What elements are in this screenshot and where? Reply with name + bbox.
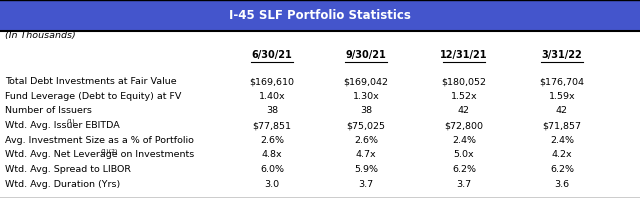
Text: $72,800: $72,800 <box>445 121 483 130</box>
Text: Fund Leverage (Debt to Equity) at FV: Fund Leverage (Debt to Equity) at FV <box>5 92 182 101</box>
Text: $71,857: $71,857 <box>543 121 581 130</box>
Text: 42: 42 <box>556 106 568 115</box>
Text: 42: 42 <box>458 106 470 115</box>
Text: 1.52x: 1.52x <box>451 92 477 101</box>
Text: 38: 38 <box>266 106 278 115</box>
Text: Avg. Investment Size as a % of Portfolio: Avg. Investment Size as a % of Portfolio <box>5 136 194 145</box>
Text: Wtd. Avg. Duration (Yrs): Wtd. Avg. Duration (Yrs) <box>5 180 120 189</box>
Text: 6.2%: 6.2% <box>550 165 574 174</box>
Text: 3.7: 3.7 <box>456 180 472 189</box>
Text: 2.6%: 2.6% <box>354 136 378 145</box>
Text: (1)(2): (1)(2) <box>100 149 118 154</box>
Text: 3.6: 3.6 <box>554 180 570 189</box>
Text: 4.2x: 4.2x <box>552 150 572 159</box>
Text: Wtd. Avg. Issuer EBITDA: Wtd. Avg. Issuer EBITDA <box>5 121 120 130</box>
Text: 4.7x: 4.7x <box>356 150 376 159</box>
Text: 12/31/21: 12/31/21 <box>440 50 488 60</box>
Text: $180,052: $180,052 <box>442 77 486 86</box>
Text: $169,042: $169,042 <box>344 77 388 86</box>
Text: 4.8x: 4.8x <box>262 150 282 159</box>
Text: $176,704: $176,704 <box>540 77 584 86</box>
Text: Total Debt Investments at Fair Value: Total Debt Investments at Fair Value <box>5 77 177 86</box>
Text: Wtd. Avg. Net Leverage on Investments: Wtd. Avg. Net Leverage on Investments <box>5 150 195 159</box>
Text: 6/30/21: 6/30/21 <box>252 50 292 60</box>
Bar <box>0 0 640 31</box>
Text: 2.6%: 2.6% <box>260 136 284 145</box>
Text: 5.0x: 5.0x <box>454 150 474 159</box>
Text: Number of Issuers: Number of Issuers <box>5 106 92 115</box>
Text: 6.0%: 6.0% <box>260 165 284 174</box>
Text: 1.40x: 1.40x <box>259 92 285 101</box>
Text: $169,610: $169,610 <box>250 77 294 86</box>
Text: $77,851: $77,851 <box>253 121 291 130</box>
Text: 1.59x: 1.59x <box>548 92 575 101</box>
Text: 3.0: 3.0 <box>264 180 280 189</box>
Text: (1): (1) <box>66 119 75 125</box>
Text: 2.4%: 2.4% <box>452 136 476 145</box>
Text: 38: 38 <box>360 106 372 115</box>
Text: 3.7: 3.7 <box>358 180 374 189</box>
Text: 5.9%: 5.9% <box>354 165 378 174</box>
Text: I-45 SLF Portfolio Statistics: I-45 SLF Portfolio Statistics <box>229 9 411 22</box>
Text: 1.30x: 1.30x <box>353 92 380 101</box>
Text: 6.2%: 6.2% <box>452 165 476 174</box>
Text: 3/31/22: 3/31/22 <box>541 50 582 60</box>
Text: 9/30/21: 9/30/21 <box>346 50 387 60</box>
Text: $75,025: $75,025 <box>347 121 385 130</box>
Text: 2.4%: 2.4% <box>550 136 574 145</box>
Text: Wtd. Avg. Spread to LIBOR: Wtd. Avg. Spread to LIBOR <box>5 165 131 174</box>
Text: (In Thousands): (In Thousands) <box>5 31 76 40</box>
